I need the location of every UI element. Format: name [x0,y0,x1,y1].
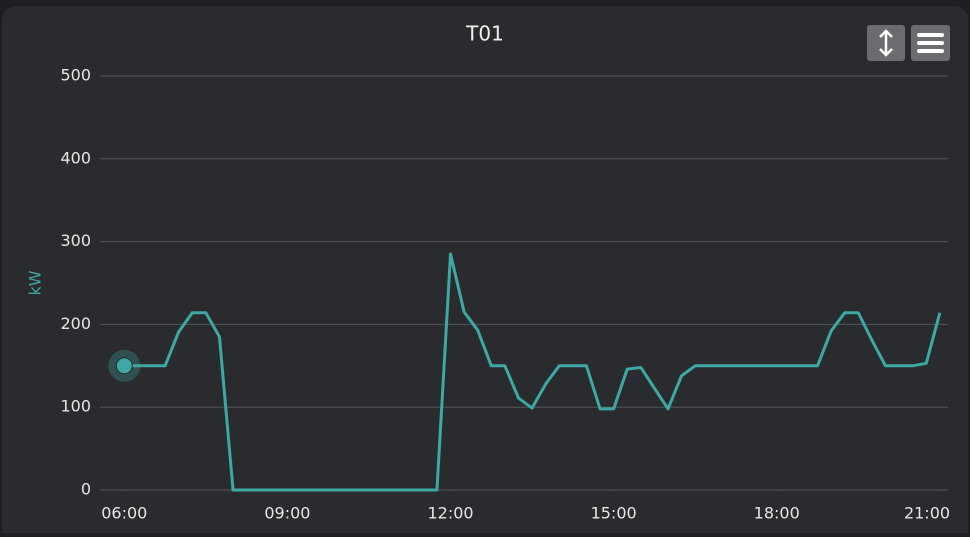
x-tick-label: 06:00 [101,504,147,523]
x-tick-label: 15:00 [591,504,637,523]
y-tick-label: 300 [60,231,91,250]
y-tick-label: 0 [81,480,91,499]
x-tick-label: 12:00 [427,504,473,523]
plot [108,252,942,492]
y-tick-label: 100 [60,397,91,416]
icon [917,33,944,53]
x-tick-label: 18:00 [754,504,800,523]
axis-labels: 0 100 200 300 400 500 06:00 09:00 12:00 15:00 18:0… [60,66,950,523]
series-line [124,252,942,492]
x-tick-label: 09:00 [264,504,310,523]
menu-button[interactable] [911,25,950,61]
y-tick-label: 400 [60,148,91,167]
hover-marker [115,357,133,375]
zoom-button[interactable] [867,25,905,61]
y-tick-label: 200 [60,314,91,333]
icon [879,29,893,57]
chart-title: T01 [465,22,504,46]
x-tick-label: 21:00 [904,504,950,523]
panel [2,6,968,537]
y-axis-title: kW [26,270,45,295]
y-tick-label: 500 [60,66,91,85]
